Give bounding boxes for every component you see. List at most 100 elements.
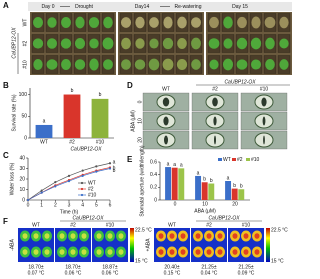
thermal-core — [118, 249, 124, 255]
legend-label: #10 — [251, 157, 260, 163]
plant — [251, 59, 261, 70]
point — [81, 169, 84, 172]
temperature: 0.04 °C — [201, 270, 218, 276]
y-tick-label: 0 — [22, 197, 25, 203]
plant — [162, 37, 174, 50]
plant — [279, 16, 289, 29]
significance-letter: b — [99, 92, 102, 98]
x-axis-label: ABA (μM) — [194, 208, 216, 214]
plant — [121, 59, 131, 70]
plant — [177, 16, 187, 29]
plant — [61, 58, 71, 71]
thermal-core — [254, 249, 260, 255]
thermal-core — [33, 249, 39, 255]
plant — [162, 58, 174, 71]
column-label: #10 — [242, 222, 251, 228]
plant — [74, 38, 86, 49]
thermal-core — [180, 233, 186, 239]
plant — [177, 38, 187, 49]
photo — [206, 12, 292, 75]
significance-letter: b — [71, 88, 74, 94]
y-tick-label: 0.2 — [150, 185, 157, 191]
significance-letter: b — [240, 184, 243, 190]
panel-label: D — [127, 81, 133, 90]
legend-marker — [80, 181, 84, 185]
legend-marker — [80, 193, 84, 197]
y-axis-label: Water loss (%) — [9, 162, 15, 195]
temperature: 21.25± — [201, 264, 217, 270]
point — [95, 170, 98, 173]
thermal-core — [118, 233, 124, 239]
thermal-core — [96, 233, 102, 239]
x-axis-label: CaUBP12-OX — [70, 146, 102, 152]
temperature: 18.70± — [65, 264, 81, 270]
temperature: 0.06 °C — [65, 270, 82, 276]
plant — [279, 59, 289, 70]
plant — [148, 58, 160, 71]
panel-label: A — [3, 1, 9, 10]
x-tick-label: #10 — [96, 139, 105, 145]
point — [108, 162, 112, 165]
panel-label: F — [3, 217, 8, 226]
bar — [231, 188, 238, 200]
x-tick-label: 10 — [202, 201, 208, 207]
significance-letter: b — [210, 178, 213, 184]
bar — [178, 168, 185, 200]
plant — [32, 38, 44, 49]
thermal-core — [217, 249, 223, 255]
column-label: #2 — [212, 86, 218, 92]
temperature: 0.06 °C — [102, 270, 119, 276]
plant — [89, 38, 99, 49]
plant — [149, 38, 159, 49]
plant — [191, 17, 201, 28]
x-tick-label: 4 — [81, 202, 84, 208]
x-tick-label: 2 — [54, 202, 57, 208]
plant — [61, 16, 71, 29]
column-label: WT — [162, 86, 170, 92]
temperature: 21.25± — [238, 264, 254, 270]
y-tick-label: 30 — [19, 166, 25, 172]
photo — [30, 12, 116, 75]
plant — [47, 38, 57, 49]
plant — [135, 38, 145, 49]
row-label: #10 — [22, 60, 28, 69]
significance-letter: a — [180, 163, 183, 169]
plant — [265, 59, 275, 70]
timeline-label: Drought — [75, 4, 93, 10]
plant — [250, 37, 262, 50]
plant — [46, 59, 58, 70]
stoma-pore — [163, 116, 169, 126]
x-tick-label: #2 — [69, 139, 75, 145]
plant — [176, 58, 188, 71]
group-label: CaUBP12-OX — [72, 215, 104, 221]
point — [54, 185, 57, 188]
plant — [74, 59, 86, 70]
x-tick-label: 1 — [40, 202, 43, 208]
scale-label: 15 °C — [271, 258, 284, 264]
plant — [251, 16, 261, 29]
plant — [208, 38, 220, 49]
panel-label: E — [127, 155, 133, 164]
temperature: 18.87± — [102, 264, 118, 270]
point — [26, 198, 30, 202]
thermal-core — [44, 233, 50, 239]
series-line — [27, 167, 111, 201]
point — [95, 165, 98, 168]
thermal-core — [169, 233, 175, 239]
significance-letter: a — [227, 175, 230, 181]
legend-swatch — [218, 158, 222, 161]
significance-letter: b — [203, 177, 206, 183]
plant — [223, 38, 233, 49]
legend-marker — [80, 187, 84, 191]
temperature: 20.40± — [164, 264, 180, 270]
plant — [33, 16, 43, 29]
stoma-pore — [262, 116, 266, 126]
plant — [134, 59, 146, 70]
plant — [103, 16, 113, 29]
thermal-core — [206, 233, 212, 239]
stoma-pore — [214, 135, 216, 145]
panel-label: C — [3, 151, 9, 160]
color-scale — [130, 228, 134, 262]
temperature: 0.15 °C — [164, 270, 181, 276]
column-label: #2 — [70, 222, 76, 228]
